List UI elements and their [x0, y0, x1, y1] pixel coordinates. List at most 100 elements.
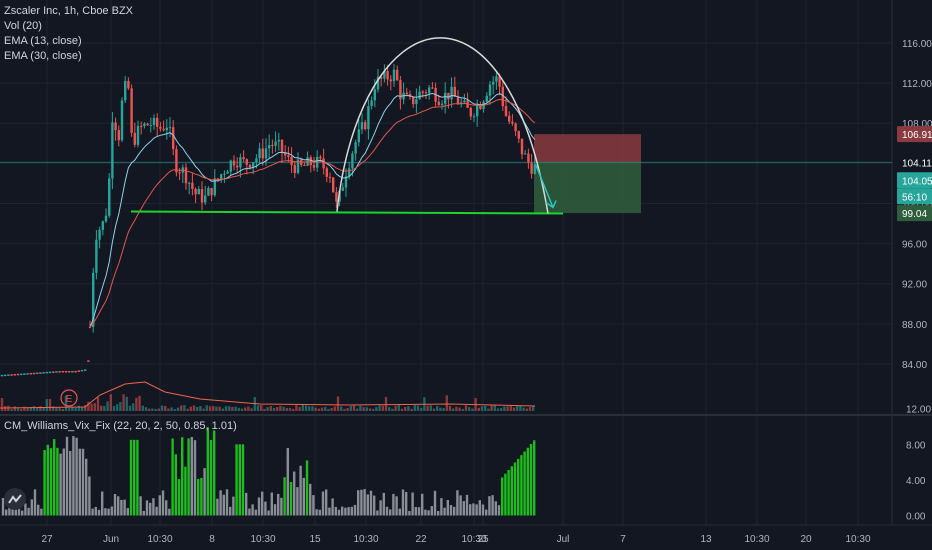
- vix-bar: [209, 439, 213, 516]
- candle-body: [194, 188, 197, 195]
- vix-bar: [446, 500, 449, 516]
- volume-bar: [218, 406, 221, 411]
- volume-bar: [416, 405, 420, 411]
- volume-bar: [420, 407, 423, 411]
- candle-body: [168, 127, 172, 129]
- volume-bar: [496, 408, 500, 411]
- vix-bar: [120, 499, 123, 516]
- volume-bar: [189, 406, 192, 411]
- vix-bar: [104, 508, 107, 516]
- vix-bar: [24, 503, 27, 516]
- vix-bar: [225, 489, 229, 516]
- candle-body: [479, 105, 482, 109]
- vix-bar: [177, 479, 181, 516]
- y-tick-label: 92.00: [902, 280, 927, 291]
- vix-bar: [433, 490, 437, 516]
- volume-bar: [317, 408, 320, 411]
- vix-bar: [270, 492, 273, 516]
- candle-body: [456, 96, 460, 105]
- indicator-legend[interactable]: CM_Williams_Vix_Fix (22, 20, 2, 50, 0.85…: [4, 420, 237, 432]
- candle-body: [312, 165, 316, 168]
- volume-bar: [372, 408, 375, 411]
- volume-bar: [48, 399, 52, 411]
- vix-bar: [21, 510, 24, 516]
- y-tick-label: 112.00: [902, 79, 932, 90]
- vix-bar: [315, 509, 318, 516]
- candle-body: [389, 79, 392, 82]
- volume-bar: [464, 405, 468, 411]
- vix-bar: [533, 440, 536, 516]
- candle-body: [143, 123, 146, 127]
- volume-bar: [176, 407, 180, 411]
- ema13-legend[interactable]: EMA (13, close): [4, 35, 82, 47]
- volume-bar: [244, 407, 247, 411]
- candle-body: [136, 125, 140, 145]
- volume-bar: [196, 406, 199, 411]
- candle-body: [4, 374, 7, 377]
- vix-bar: [485, 509, 488, 516]
- vix-bar: [395, 496, 398, 516]
- candle-body: [239, 157, 242, 168]
- x-tick-label: 22: [415, 534, 427, 545]
- vix-bar: [245, 492, 248, 516]
- vix-bar: [328, 507, 331, 516]
- vix-bar: [184, 466, 187, 516]
- candle-body: [13, 374, 16, 376]
- vix-bar: [190, 437, 193, 516]
- indicator-y-tick-label: 0.00: [906, 512, 926, 523]
- volume-bar: [68, 408, 71, 411]
- candle-body: [472, 116, 476, 118]
- tradingview-logo-icon[interactable]: [4, 488, 26, 510]
- candle-body: [159, 126, 162, 129]
- vix-bar: [299, 465, 302, 516]
- candle-body: [341, 187, 344, 191]
- candle-body: [165, 127, 168, 131]
- candle-body: [280, 139, 284, 153]
- volume-bar: [250, 408, 253, 411]
- x-tick-label: 10:30: [147, 534, 172, 545]
- x-tick-label: 13: [700, 534, 712, 545]
- ema30-legend[interactable]: EMA (30, close): [4, 50, 82, 62]
- candle-body: [264, 148, 268, 159]
- volume-bar: [202, 408, 205, 411]
- vix-bar: [353, 504, 357, 516]
- symbol-title[interactable]: Zscaler Inc, 1h, Cboe BZX: [4, 5, 133, 17]
- volume-bar: [228, 406, 231, 411]
- volume-bar: [186, 408, 189, 411]
- candle-body: [348, 168, 351, 177]
- vix-bar: [520, 455, 523, 516]
- volume-bar: [298, 407, 301, 411]
- candle-body: [293, 165, 296, 173]
- candle-body: [261, 148, 264, 159]
- candle-body: [133, 132, 136, 145]
- candle-body: [210, 188, 213, 196]
- volume-bar: [442, 407, 445, 411]
- vix-bar: [30, 499, 33, 516]
- candle-body: [98, 229, 101, 240]
- volume-bar: [256, 405, 260, 411]
- vix-bar: [286, 448, 289, 516]
- volume-bar: [212, 405, 215, 411]
- volume-legend[interactable]: Vol (20): [4, 20, 42, 32]
- volume-bar: [122, 394, 125, 411]
- vix-bar: [117, 496, 120, 516]
- vix-bar: [507, 469, 510, 516]
- vix-bar: [229, 506, 232, 516]
- vix-bar: [187, 438, 190, 516]
- volume-bar: [106, 401, 109, 411]
- candle-body: [156, 117, 159, 127]
- volume-bar: [240, 408, 244, 411]
- volume-ma-line: [0, 381, 536, 409]
- volume-bars: [0, 381, 536, 411]
- x-tick-label: Jul: [557, 534, 570, 545]
- countdown-label: 56:10: [902, 192, 927, 203]
- candle-body: [383, 70, 386, 79]
- vix-bar: [11, 507, 14, 516]
- candle-body: [514, 123, 517, 132]
- x-tick-label: 10:30: [250, 534, 275, 545]
- projection-arrow: [535, 165, 554, 208]
- candle-body: [92, 272, 95, 328]
- candlesticks: [0, 63, 536, 377]
- vix-bar: [430, 506, 433, 516]
